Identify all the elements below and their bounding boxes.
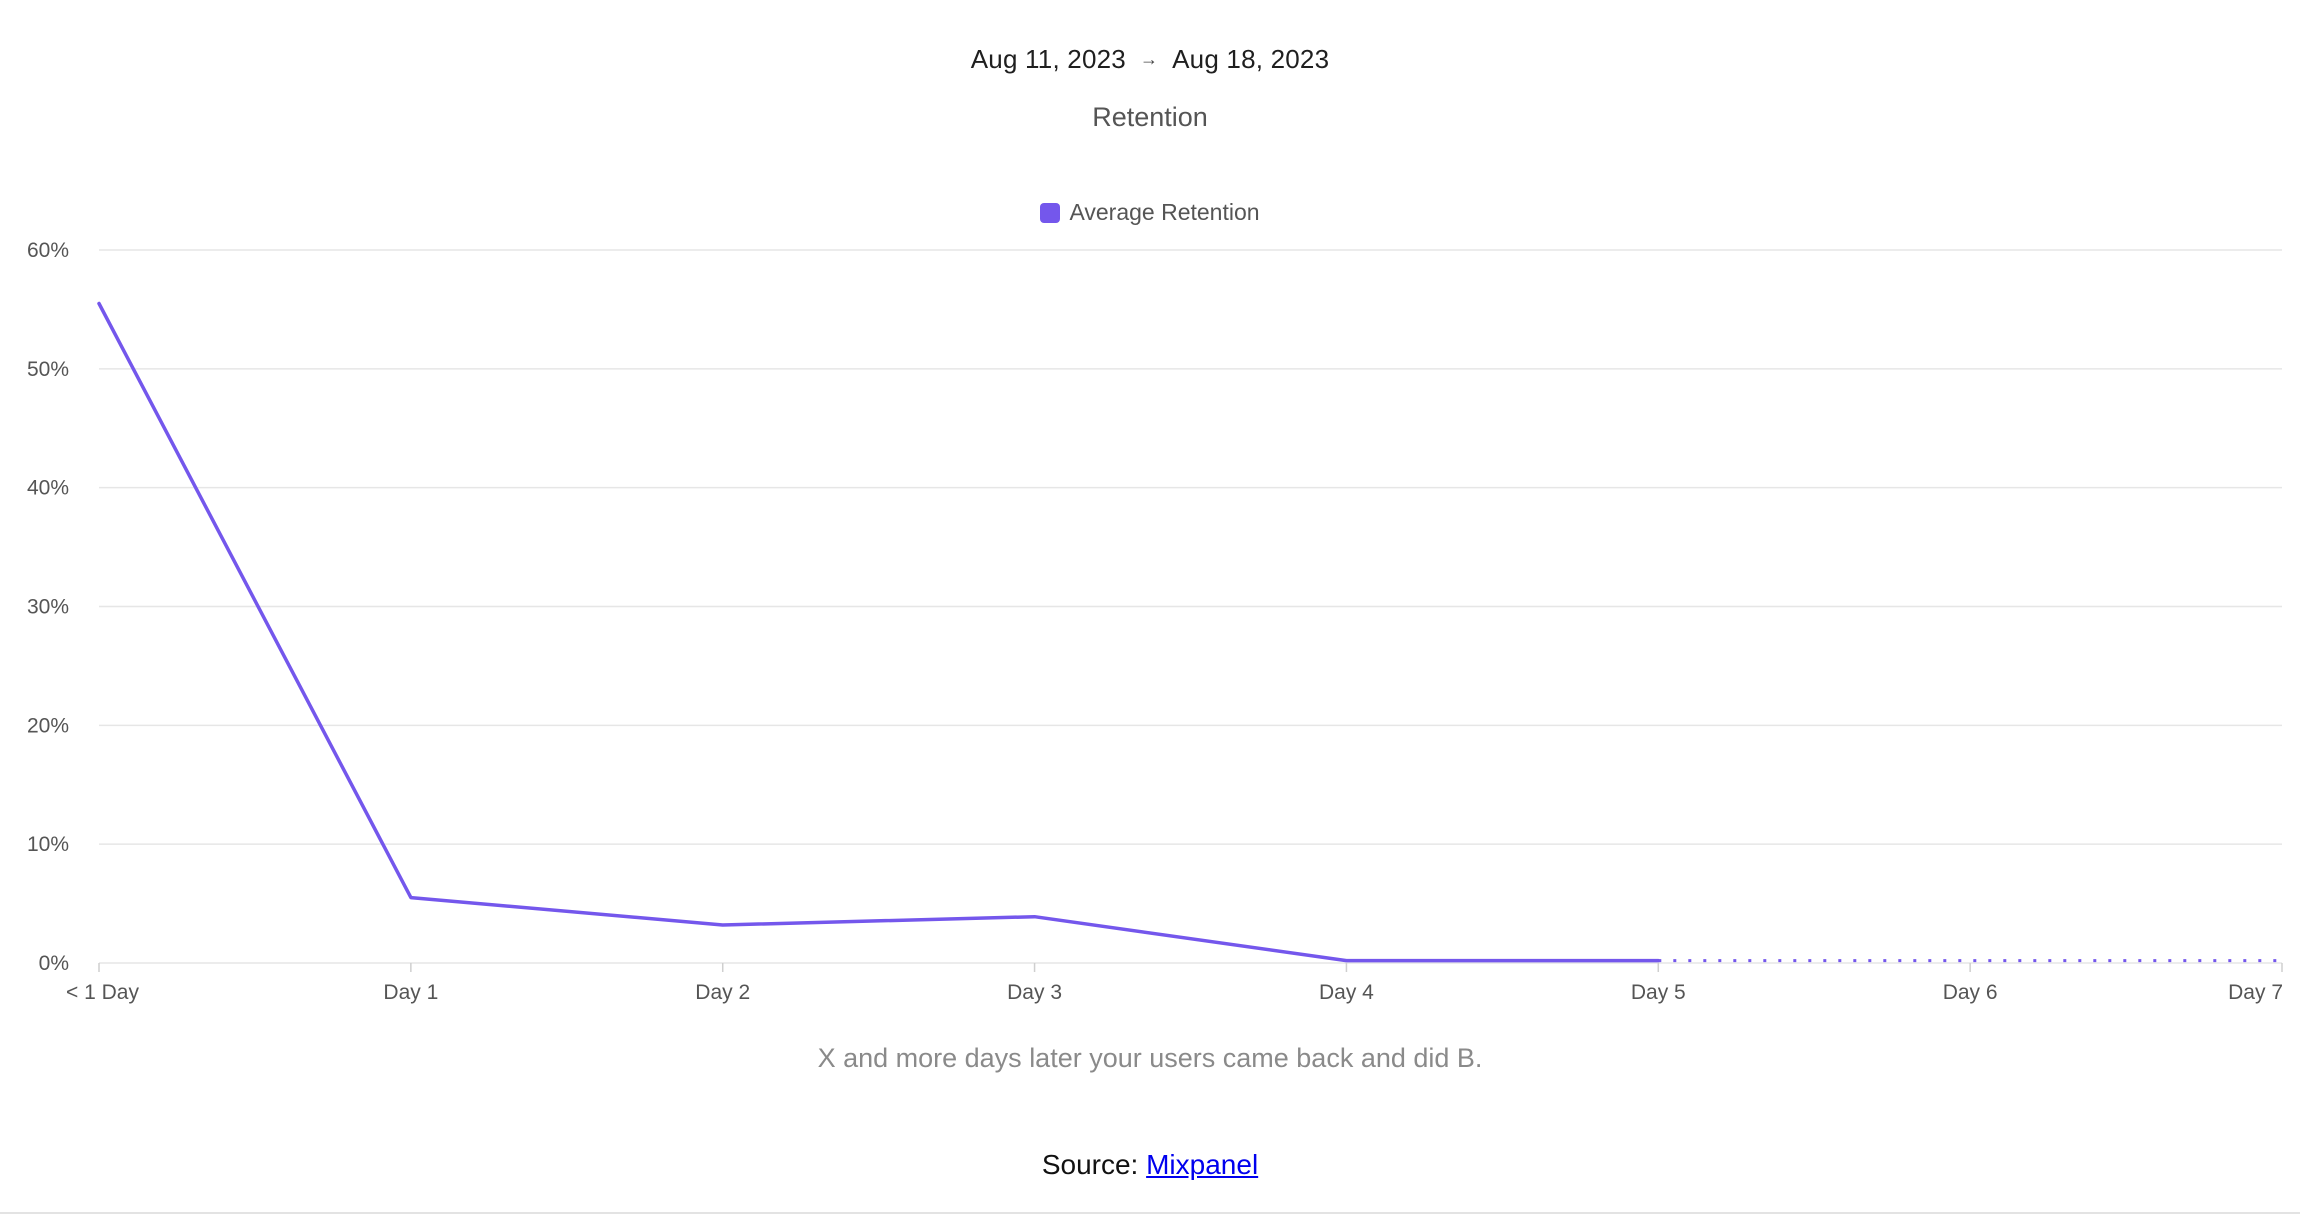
legend[interactable]: Average Retention bbox=[0, 199, 2300, 226]
divider bbox=[0, 1212, 2300, 1214]
y-tick-label: 40% bbox=[27, 477, 69, 500]
source-line: Source: Mixpanel bbox=[0, 1149, 2300, 1181]
x-tick-label: Day 5 bbox=[1631, 981, 1686, 1004]
y-tick-label: 60% bbox=[27, 239, 69, 262]
y-tick-label: 0% bbox=[39, 952, 69, 975]
arrow-right-icon: → bbox=[1139, 49, 1159, 69]
date-start: Aug 11, 2023 bbox=[970, 44, 1126, 74]
x-tick-label: Day 1 bbox=[383, 981, 438, 1004]
chart-title: Retention bbox=[1092, 102, 1208, 132]
legend-swatch bbox=[1040, 203, 1061, 223]
x-tick-label: < 1 Day bbox=[66, 981, 139, 1004]
y-tick-label: 50% bbox=[27, 358, 69, 381]
chart-caption: X and more days later your users came ba… bbox=[817, 1043, 1483, 1073]
legend-label: Average Retention bbox=[1069, 199, 1260, 225]
data-point[interactable] bbox=[1032, 914, 1038, 920]
x-tick-label: Day 4 bbox=[1319, 981, 1374, 1004]
date-end: Aug 18, 2023 bbox=[1172, 44, 1330, 74]
data-point[interactable] bbox=[2279, 958, 2285, 964]
source-label: Source: bbox=[1041, 1149, 1139, 1180]
data-point[interactable] bbox=[408, 895, 414, 901]
x-tick-label: Day 7 bbox=[2228, 981, 2283, 1004]
date-range: Aug 11, 2023 → Aug 18, 2023 bbox=[0, 44, 2300, 75]
data-point[interactable] bbox=[1655, 958, 1661, 964]
x-tick-label: Day 3 bbox=[1007, 981, 1062, 1004]
y-tick-label: 30% bbox=[27, 596, 69, 619]
series-line bbox=[97, 301, 1661, 963]
data-point[interactable] bbox=[1343, 958, 1349, 964]
data-point[interactable] bbox=[96, 300, 102, 306]
x-tick-label: Day 2 bbox=[695, 981, 750, 1004]
y-tick-label: 10% bbox=[27, 833, 69, 856]
source-link[interactable]: Mixpanel bbox=[1146, 1149, 1259, 1180]
y-tick-label: 20% bbox=[27, 714, 69, 737]
x-tick-label: Day 6 bbox=[1943, 981, 1998, 1004]
data-point[interactable] bbox=[1967, 958, 1973, 964]
data-point[interactable] bbox=[720, 922, 726, 928]
